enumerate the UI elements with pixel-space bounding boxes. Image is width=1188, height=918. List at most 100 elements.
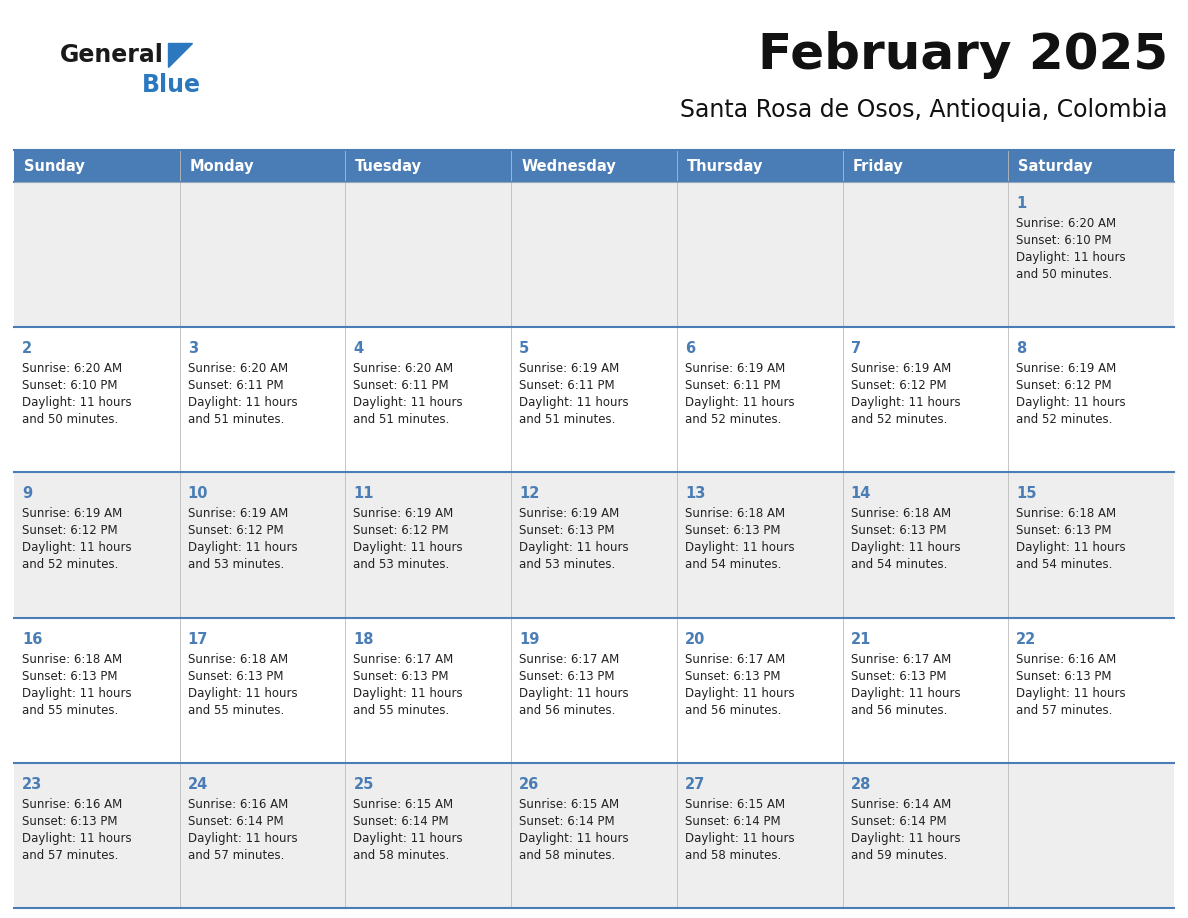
- Text: Sunset: 6:12 PM: Sunset: 6:12 PM: [1016, 379, 1112, 392]
- Text: Sunrise: 6:19 AM: Sunrise: 6:19 AM: [188, 508, 287, 521]
- Text: Daylight: 11 hours: Daylight: 11 hours: [353, 832, 463, 845]
- Text: 7: 7: [851, 341, 860, 356]
- Text: 9: 9: [23, 487, 32, 501]
- Text: Sunrise: 6:19 AM: Sunrise: 6:19 AM: [353, 508, 454, 521]
- Text: Sunrise: 6:20 AM: Sunrise: 6:20 AM: [353, 363, 454, 375]
- Bar: [346, 150, 511, 182]
- Text: Daylight: 11 hours: Daylight: 11 hours: [353, 542, 463, 554]
- Text: and 51 minutes.: and 51 minutes.: [353, 413, 450, 426]
- Text: Daylight: 11 hours: Daylight: 11 hours: [188, 832, 297, 845]
- Text: Sunrise: 6:16 AM: Sunrise: 6:16 AM: [23, 798, 122, 811]
- Text: 26: 26: [519, 777, 539, 792]
- Text: Sunset: 6:12 PM: Sunset: 6:12 PM: [851, 379, 946, 392]
- Text: Sunset: 6:13 PM: Sunset: 6:13 PM: [23, 669, 118, 683]
- Bar: [1009, 150, 1174, 182]
- Text: Sunrise: 6:15 AM: Sunrise: 6:15 AM: [353, 798, 454, 811]
- Text: Daylight: 11 hours: Daylight: 11 hours: [1016, 251, 1126, 264]
- Text: 19: 19: [519, 632, 539, 646]
- Text: Daylight: 11 hours: Daylight: 11 hours: [851, 542, 960, 554]
- Text: Sunrise: 6:18 AM: Sunrise: 6:18 AM: [23, 653, 122, 666]
- Text: Daylight: 11 hours: Daylight: 11 hours: [851, 832, 960, 845]
- Text: and 58 minutes.: and 58 minutes.: [684, 849, 781, 862]
- Text: Sunrise: 6:17 AM: Sunrise: 6:17 AM: [684, 653, 785, 666]
- Text: February 2025: February 2025: [758, 31, 1168, 79]
- Text: and 52 minutes.: and 52 minutes.: [684, 413, 782, 426]
- Text: Daylight: 11 hours: Daylight: 11 hours: [188, 542, 297, 554]
- Text: Sunday: Sunday: [24, 159, 84, 174]
- Text: Daylight: 11 hours: Daylight: 11 hours: [23, 397, 132, 409]
- Text: Sunrise: 6:20 AM: Sunrise: 6:20 AM: [23, 363, 122, 375]
- Bar: [14, 327, 1174, 473]
- Text: and 56 minutes.: and 56 minutes.: [851, 703, 947, 717]
- Text: Wednesday: Wednesday: [522, 159, 615, 174]
- Text: Sunrise: 6:19 AM: Sunrise: 6:19 AM: [519, 508, 619, 521]
- Text: and 53 minutes.: and 53 minutes.: [519, 558, 615, 571]
- Text: 20: 20: [684, 632, 706, 646]
- Text: and 57 minutes.: and 57 minutes.: [23, 849, 119, 862]
- Text: Daylight: 11 hours: Daylight: 11 hours: [188, 687, 297, 700]
- Bar: [842, 150, 1009, 182]
- Text: and 57 minutes.: and 57 minutes.: [1016, 703, 1113, 717]
- Text: Daylight: 11 hours: Daylight: 11 hours: [684, 687, 795, 700]
- Text: Sunrise: 6:17 AM: Sunrise: 6:17 AM: [519, 653, 619, 666]
- Text: Daylight: 11 hours: Daylight: 11 hours: [353, 397, 463, 409]
- Text: Tuesday: Tuesday: [355, 159, 423, 174]
- Text: Santa Rosa de Osos, Antioquia, Colombia: Santa Rosa de Osos, Antioquia, Colombia: [681, 98, 1168, 122]
- Bar: [14, 182, 1174, 327]
- Text: and 54 minutes.: and 54 minutes.: [684, 558, 782, 571]
- Text: Sunrise: 6:19 AM: Sunrise: 6:19 AM: [851, 363, 950, 375]
- Text: Daylight: 11 hours: Daylight: 11 hours: [23, 542, 132, 554]
- Text: and 59 minutes.: and 59 minutes.: [851, 849, 947, 862]
- Text: Sunrise: 6:17 AM: Sunrise: 6:17 AM: [353, 653, 454, 666]
- Text: Sunset: 6:12 PM: Sunset: 6:12 PM: [23, 524, 118, 537]
- Bar: [14, 150, 179, 182]
- Text: Sunrise: 6:19 AM: Sunrise: 6:19 AM: [519, 363, 619, 375]
- Text: Sunrise: 6:19 AM: Sunrise: 6:19 AM: [684, 363, 785, 375]
- Text: Sunset: 6:13 PM: Sunset: 6:13 PM: [519, 524, 614, 537]
- Text: Sunset: 6:14 PM: Sunset: 6:14 PM: [353, 815, 449, 828]
- Text: Sunset: 6:13 PM: Sunset: 6:13 PM: [1016, 524, 1112, 537]
- Text: Blue: Blue: [143, 73, 201, 97]
- Text: Sunset: 6:14 PM: Sunset: 6:14 PM: [188, 815, 284, 828]
- Text: and 58 minutes.: and 58 minutes.: [519, 849, 615, 862]
- Text: and 50 minutes.: and 50 minutes.: [1016, 268, 1112, 281]
- Text: Daylight: 11 hours: Daylight: 11 hours: [23, 832, 132, 845]
- Text: 21: 21: [851, 632, 871, 646]
- Text: Sunrise: 6:15 AM: Sunrise: 6:15 AM: [519, 798, 619, 811]
- Text: 4: 4: [353, 341, 364, 356]
- Text: 23: 23: [23, 777, 43, 792]
- Text: Daylight: 11 hours: Daylight: 11 hours: [684, 542, 795, 554]
- Text: General: General: [61, 43, 164, 67]
- Text: Monday: Monday: [190, 159, 254, 174]
- Text: and 55 minutes.: and 55 minutes.: [23, 703, 119, 717]
- Text: 17: 17: [188, 632, 208, 646]
- Bar: [677, 150, 842, 182]
- Text: Sunset: 6:13 PM: Sunset: 6:13 PM: [851, 669, 946, 683]
- Text: Sunset: 6:14 PM: Sunset: 6:14 PM: [519, 815, 614, 828]
- Text: Sunrise: 6:16 AM: Sunrise: 6:16 AM: [188, 798, 287, 811]
- Text: 11: 11: [353, 487, 374, 501]
- Text: 22: 22: [1016, 632, 1037, 646]
- Text: and 52 minutes.: and 52 minutes.: [851, 413, 947, 426]
- Text: 27: 27: [684, 777, 706, 792]
- Text: Daylight: 11 hours: Daylight: 11 hours: [851, 687, 960, 700]
- Text: and 55 minutes.: and 55 minutes.: [188, 703, 284, 717]
- Text: Daylight: 11 hours: Daylight: 11 hours: [1016, 397, 1126, 409]
- Text: and 55 minutes.: and 55 minutes.: [353, 703, 450, 717]
- Text: Sunset: 6:13 PM: Sunset: 6:13 PM: [188, 669, 283, 683]
- Text: Daylight: 11 hours: Daylight: 11 hours: [851, 397, 960, 409]
- Text: Daylight: 11 hours: Daylight: 11 hours: [519, 542, 628, 554]
- Text: 1: 1: [1016, 196, 1026, 211]
- Text: and 51 minutes.: and 51 minutes.: [188, 413, 284, 426]
- Text: Daylight: 11 hours: Daylight: 11 hours: [519, 832, 628, 845]
- Text: Sunset: 6:11 PM: Sunset: 6:11 PM: [519, 379, 614, 392]
- Text: and 51 minutes.: and 51 minutes.: [519, 413, 615, 426]
- Text: 3: 3: [188, 341, 198, 356]
- Text: Sunrise: 6:20 AM: Sunrise: 6:20 AM: [1016, 217, 1117, 230]
- Text: Sunset: 6:13 PM: Sunset: 6:13 PM: [684, 669, 781, 683]
- Text: and 57 minutes.: and 57 minutes.: [188, 849, 284, 862]
- Text: 15: 15: [1016, 487, 1037, 501]
- Bar: [14, 763, 1174, 908]
- Text: Sunrise: 6:18 AM: Sunrise: 6:18 AM: [684, 508, 785, 521]
- Text: 25: 25: [353, 777, 374, 792]
